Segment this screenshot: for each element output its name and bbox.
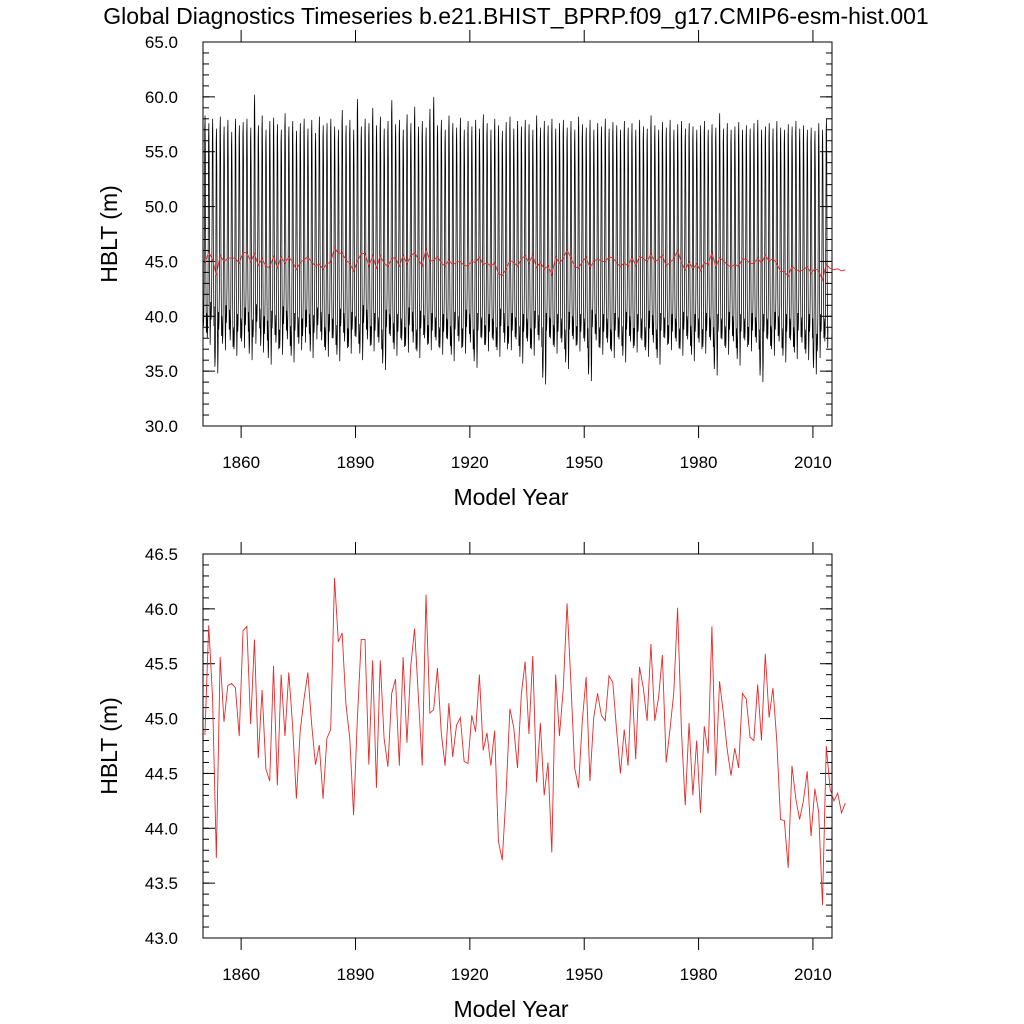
bottom-y-tick-label: 44.5: [145, 764, 178, 783]
top-y-axis-label: HBLT (m): [96, 185, 122, 283]
top-x-tick-label: 1980: [680, 453, 718, 472]
bottom-y-tick-label: 43.0: [145, 929, 178, 948]
bottom-x-tick-label: 1860: [222, 965, 260, 984]
top-y-tick-labels: 30.0 35.0 40.0 45.0 50.0 55.0 60.0 65.0: [145, 33, 178, 436]
bottom-panel: 43.0 43.5 44.0 44.5 45.0 45.5 46.0 46.5 1860 189…: [96, 542, 846, 1022]
top-y-tick-label: 60.0: [145, 88, 178, 107]
bottom-x-tick-label: 1890: [337, 965, 375, 984]
top-y-tick-label: 55.0: [145, 143, 178, 162]
top-panel: 30.0 35.0 40.0 45.0 50.0 55.0 60.0 65.0 1860 189…: [96, 30, 846, 510]
top-y-tick-label: 45.0: [145, 252, 178, 271]
bottom-x-tick-labels: 1860 1890 1920 1950 1980 2010: [222, 965, 832, 984]
top-x-tick-label: 1920: [451, 453, 489, 472]
top-y-tick-label: 40.0: [145, 307, 178, 326]
top-x-tick-label: 1890: [337, 453, 375, 472]
top-series: [202, 94, 846, 385]
top-y-tick-label: 50.0: [145, 198, 178, 217]
bottom-x-axis-label: Model Year: [453, 996, 568, 1022]
bottom-y-tick-labels: 43.0 43.5 44.0 44.5 45.0 45.5 46.0 46.5: [145, 545, 178, 948]
bottom-series: [204, 578, 846, 906]
top-x-tick-label: 1950: [565, 453, 603, 472]
bottom-x-tick-label: 2010: [794, 965, 832, 984]
top-annual-mean-line: [204, 246, 846, 282]
bottom-x-tick-label: 1950: [565, 965, 603, 984]
top-y-tick-label: 65.0: [145, 33, 178, 52]
chart-title: Global Diagnostics Timeseries b.e21.BHIS…: [103, 3, 928, 29]
top-x-tick-labels: 1860 1890 1920 1950 1980 2010: [222, 453, 832, 472]
bottom-y-tick-label: 43.5: [145, 874, 178, 893]
bottom-y-tick-label: 46.5: [145, 545, 178, 564]
bottom-ticks: [203, 542, 832, 950]
bottom-plot-frame: [202, 553, 833, 939]
top-y-tick-label: 35.0: [145, 362, 178, 381]
bottom-x-tick-label: 1980: [680, 965, 718, 984]
top-plot-frame: [202, 41, 833, 427]
bottom-y-axis-label: HBLT (m): [96, 697, 122, 795]
top-y-tick-label: 30.0: [145, 417, 178, 436]
top-x-tick-label: 1860: [222, 453, 260, 472]
bottom-y-tick-label: 44.0: [145, 819, 178, 838]
top-x-axis-label: Model Year: [453, 484, 568, 510]
bottom-annual-mean-line: [204, 578, 846, 906]
bottom-y-tick-label: 45.5: [145, 655, 178, 674]
bottom-y-tick-label: 46.0: [145, 600, 178, 619]
top-monthly-series-line: [202, 94, 829, 385]
bottom-x-tick-label: 1920: [451, 965, 489, 984]
bottom-y-tick-label: 45.0: [145, 710, 178, 729]
top-x-tick-label: 2010: [794, 453, 832, 472]
